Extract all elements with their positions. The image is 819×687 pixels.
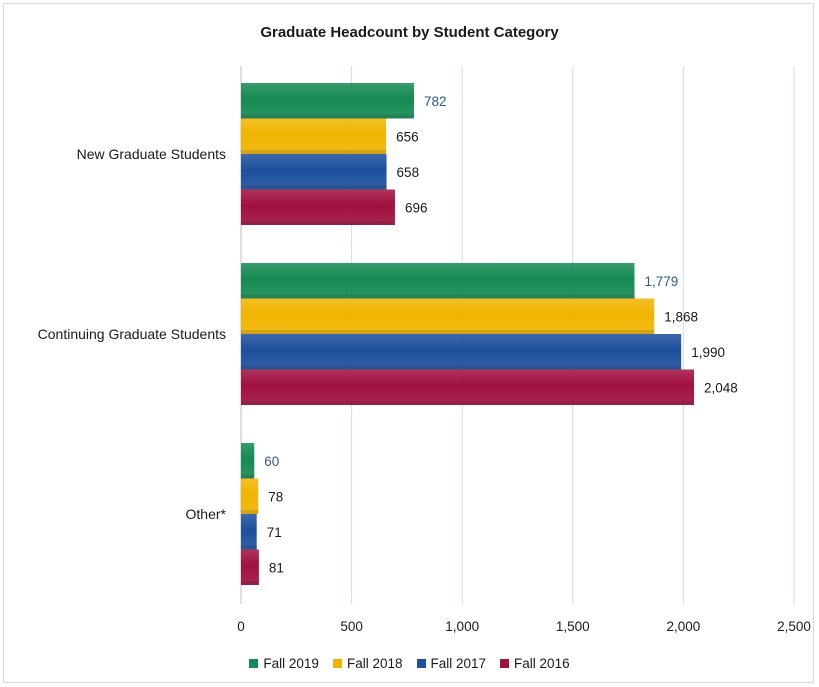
category-label: Other* — [186, 506, 227, 522]
bar-shade — [241, 581, 259, 585]
data-label: 2,048 — [704, 380, 738, 395]
data-label: 1,990 — [691, 345, 725, 360]
bar-fall-2017 — [241, 514, 257, 550]
bar-shade — [241, 294, 635, 299]
legend-label: Fall 2017 — [430, 656, 487, 671]
bar-shade — [241, 150, 387, 154]
bar-shade — [241, 510, 259, 514]
bar-fall-2016 — [241, 549, 259, 585]
bar-fall-2019 — [241, 263, 635, 299]
data-label: 60 — [264, 454, 279, 469]
bar-fall-2018 — [241, 478, 259, 514]
bar-shade — [241, 474, 255, 479]
category-label: New Graduate Students — [77, 146, 226, 162]
bar-fall-2018 — [241, 298, 655, 334]
category-label: Continuing Graduate Students — [38, 326, 226, 342]
bar-chart: 0 500 1,000 1,500 2,000 2,500 782 656 658 696 New … — [38, 66, 811, 634]
x-tick-label: 2,500 — [777, 619, 811, 634]
data-label: 81 — [269, 560, 284, 575]
bar-fall-2018 — [241, 118, 387, 154]
bar-fall-2019 — [241, 443, 255, 479]
x-tick-label: 500 — [340, 619, 363, 634]
legend: Fall 2019 Fall 2018 Fall 2017 Fall 2016 — [4, 656, 815, 671]
bar-shade — [241, 401, 695, 405]
data-label: 78 — [268, 489, 283, 504]
legend-swatch — [416, 659, 426, 668]
legend-label: Fall 2018 — [346, 656, 403, 671]
bar-shade — [241, 365, 682, 370]
bar-fall-2019 — [241, 83, 414, 119]
chart-title: Graduate Headcount by Student Category — [260, 24, 559, 41]
x-tick-label: 1,500 — [556, 619, 590, 634]
data-label: 1,868 — [664, 309, 698, 324]
data-label: 658 — [397, 165, 420, 180]
data-label: 1,779 — [645, 274, 679, 289]
legend-swatch — [500, 659, 510, 668]
bar-shade — [241, 545, 257, 550]
legend-item: Fall 2018 — [332, 656, 403, 671]
x-tick-label: 0 — [237, 619, 245, 634]
bar-fall-2016 — [241, 369, 695, 405]
bar-shade — [241, 185, 387, 190]
bar-fall-2017 — [241, 154, 387, 190]
legend-item: Fall 2016 — [500, 656, 570, 671]
data-label: 656 — [396, 129, 419, 144]
bar-shade — [241, 114, 414, 119]
legend-label: Fall 2016 — [514, 656, 570, 671]
chart-frame: Graduate Headcount by Student Category 0… — [3, 3, 814, 683]
legend-item: Fall 2017 — [416, 656, 487, 671]
data-label: 696 — [405, 200, 428, 215]
data-label: 782 — [424, 94, 447, 109]
bar-shade — [241, 330, 655, 334]
legend-swatch — [249, 659, 259, 668]
legend-label: Fall 2019 — [263, 656, 319, 671]
bar-fall-2016 — [241, 189, 395, 225]
bar-shade — [241, 221, 395, 225]
x-tick-label: 2,000 — [667, 619, 701, 634]
legend-swatch — [332, 659, 342, 668]
x-tick-label: 1,000 — [445, 619, 479, 634]
legend-item: Fall 2019 — [249, 656, 319, 671]
data-label: 71 — [267, 525, 282, 540]
bar-fall-2017 — [241, 334, 682, 370]
